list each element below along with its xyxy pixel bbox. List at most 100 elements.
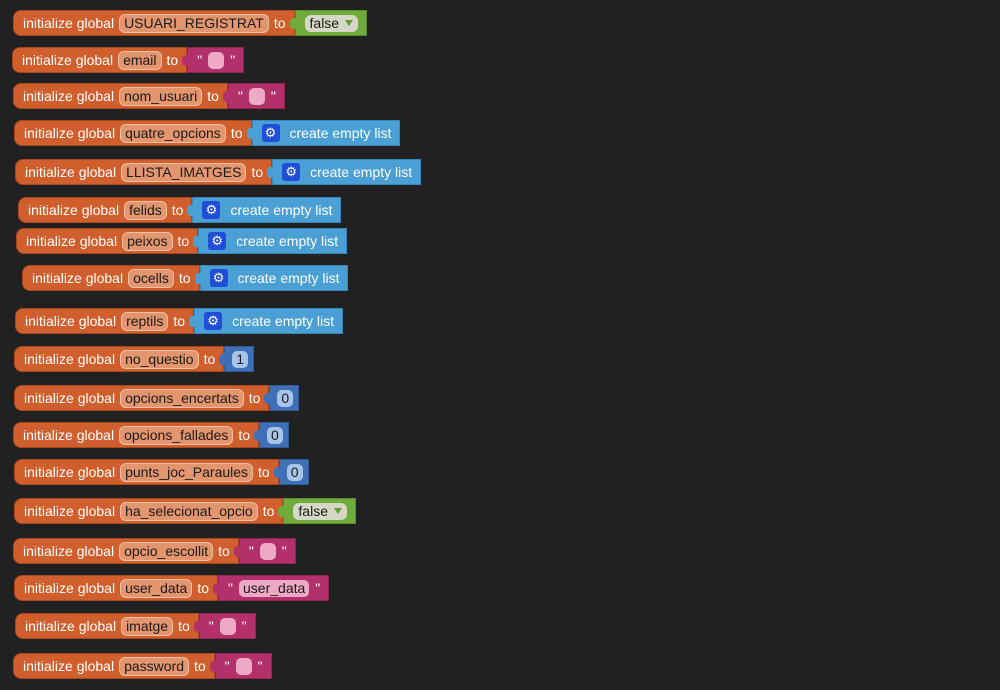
initialize-global-block[interactable]: initialize global reptils to ⚙ create empty … <box>15 308 344 334</box>
init-block-body[interactable]: initialize global email to <box>12 47 188 73</box>
create-empty-list-block[interactable]: ⚙ create empty list <box>194 265 349 291</box>
init-block-body[interactable]: initialize global felids to <box>18 197 193 223</box>
text-value-field[interactable]: user_data <box>239 579 310 597</box>
initialize-global-block[interactable]: initialize global USUARI_REGISTRAT to false <box>13 10 368 36</box>
text-value-field[interactable] <box>208 51 225 69</box>
initialize-global-block[interactable]: initialize global punts_joc_Paraules to 0 <box>14 459 309 485</box>
init-block-body[interactable]: initialize global quatre_opcions to <box>14 120 252 146</box>
variable-name-field[interactable]: reptils <box>121 311 169 331</box>
number-block[interactable]: 0 <box>264 385 300 411</box>
init-block-body[interactable]: initialize global password to <box>13 653 215 679</box>
initialize-global-block[interactable]: initialize global password to " " <box>13 653 272 679</box>
variable-name-field[interactable]: imatge <box>121 616 174 636</box>
init-block-body[interactable]: initialize global opcions_fallades to <box>13 422 260 448</box>
variable-name-field[interactable]: quatre_opcions <box>120 123 226 143</box>
text-block[interactable]: " " <box>222 83 285 109</box>
create-empty-list-block[interactable]: ⚙ create empty list <box>187 197 342 223</box>
initialize-global-block[interactable]: initialize global felids to ⚙ create empty l… <box>18 197 342 223</box>
variable-name-field[interactable]: opcions_fallades <box>119 425 234 445</box>
dropdown-arrow-icon[interactable] <box>333 508 342 514</box>
variable-name-field[interactable]: USUARI_REGISTRAT <box>119 13 269 33</box>
init-block-body[interactable]: initialize global peixos to <box>16 228 199 254</box>
gear-icon[interactable]: ⚙ <box>204 312 223 330</box>
variable-name-field[interactable]: peixos <box>122 231 173 251</box>
boolean-dropdown[interactable]: false <box>293 502 347 520</box>
text-block[interactable]: " user_data " <box>213 575 330 601</box>
text-value-field[interactable] <box>219 617 236 635</box>
number-block[interactable]: 1 <box>219 346 255 372</box>
number-value-field[interactable]: 0 <box>277 389 294 407</box>
boolean-block[interactable]: false <box>289 10 368 36</box>
initialize-global-block[interactable]: initialize global peixos to ⚙ create empty l… <box>16 228 348 254</box>
text-block[interactable]: " " <box>233 538 296 564</box>
text-value-field[interactable] <box>235 657 252 675</box>
create-empty-list-label: create empty list <box>310 164 413 180</box>
number-block[interactable]: 0 <box>273 459 309 485</box>
number-value-field[interactable]: 0 <box>267 426 283 444</box>
init-block-body[interactable]: initialize global punts_joc_Paraules to <box>14 459 279 485</box>
initialize-global-block[interactable]: initialize global opcions_encertats to 0 <box>14 385 300 411</box>
variable-name-field[interactable]: punts_joc_Paraules <box>120 462 254 482</box>
open-quote: " <box>197 52 203 68</box>
create-empty-list-block[interactable]: ⚙ create empty list <box>189 308 344 334</box>
create-empty-list-block[interactable]: ⚙ create empty list <box>246 120 401 146</box>
variable-name-field[interactable]: email <box>118 50 162 70</box>
create-empty-list-block[interactable]: ⚙ create empty list <box>193 228 348 254</box>
variable-name-field[interactable]: no_questio <box>120 349 199 369</box>
text-value-field[interactable] <box>248 87 265 105</box>
to-label: to <box>166 52 179 68</box>
init-block-body[interactable]: initialize global opcions_encertats to <box>14 385 270 411</box>
number-value-field[interactable]: 0 <box>286 463 303 481</box>
init-block-body[interactable]: initialize global LLISTA_IMATGES to <box>15 159 273 185</box>
create-empty-list-block[interactable]: ⚙ create empty list <box>267 159 422 185</box>
gear-icon[interactable]: ⚙ <box>261 124 280 142</box>
init-block-body[interactable]: initialize global ha_selecionat_opcio to <box>14 498 284 524</box>
initialize-global-block[interactable]: initialize global imatge to " " <box>15 613 256 639</box>
text-block[interactable]: " " <box>182 47 245 73</box>
init-block-body[interactable]: initialize global opcio_escollit to <box>13 538 239 564</box>
close-quote: " <box>257 658 263 674</box>
dropdown-arrow-icon[interactable] <box>345 20 354 26</box>
close-quote: " <box>230 52 236 68</box>
variable-name-field[interactable]: LLISTA_IMATGES <box>121 162 247 182</box>
number-value-field[interactable]: 1 <box>232 350 249 368</box>
initialize-global-block[interactable]: initialize global email to " " <box>12 47 245 73</box>
init-block-body[interactable]: initialize global nom_usuari to <box>13 83 228 109</box>
gear-icon[interactable]: ⚙ <box>209 269 228 287</box>
init-label: initialize global <box>25 618 117 634</box>
initialize-global-block[interactable]: initialize global no_questio to 1 <box>14 346 255 372</box>
variable-name-field[interactable]: password <box>119 656 189 676</box>
boolean-block[interactable]: false <box>278 498 356 524</box>
init-block-body[interactable]: initialize global reptils to <box>15 308 195 334</box>
initialize-global-block[interactable]: initialize global LLISTA_IMATGES to ⚙ create… <box>15 159 422 185</box>
init-block-body[interactable]: initialize global no_questio to <box>14 346 225 372</box>
initialize-global-block[interactable]: initialize global ha_selecionat_opcio to fa… <box>14 498 356 524</box>
initialize-global-block[interactable]: initialize global opcions_fallades to 0 <box>13 422 289 448</box>
variable-name-field[interactable]: ha_selecionat_opcio <box>120 501 258 521</box>
initialize-global-block[interactable]: initialize global opcio_escollit to " " <box>13 538 296 564</box>
init-block-body[interactable]: initialize global user_data to <box>14 575 219 601</box>
initialize-global-block[interactable]: initialize global nom_usuari to " " <box>13 83 285 109</box>
initialize-global-block[interactable]: initialize global user_data to " user_data " <box>14 575 330 601</box>
number-block[interactable]: 0 <box>254 422 289 448</box>
text-block[interactable]: " " <box>209 653 272 679</box>
gear-icon[interactable]: ⚙ <box>282 163 301 181</box>
text-block[interactable]: " " <box>193 613 256 639</box>
variable-name-field[interactable]: user_data <box>120 578 193 598</box>
variable-name-field[interactable]: opcions_encertats <box>120 388 244 408</box>
initialize-global-block[interactable]: initialize global quatre_opcions to ⚙ create… <box>14 120 401 146</box>
variable-name-field[interactable]: opcio_escollit <box>119 541 214 561</box>
init-block-body[interactable]: initialize global imatge to <box>15 613 199 639</box>
variable-name-field[interactable]: felids <box>124 200 167 220</box>
variable-name-field[interactable]: ocells <box>128 268 174 288</box>
init-block-body[interactable]: initialize global USUARI_REGISTRAT to <box>13 10 295 36</box>
gear-icon[interactable]: ⚙ <box>208 232 227 250</box>
variable-name-field[interactable]: nom_usuari <box>119 86 203 106</box>
boolean-dropdown[interactable]: false <box>304 14 359 32</box>
to-label: to <box>207 88 219 104</box>
text-value-field[interactable] <box>259 542 276 560</box>
init-label: initialize global <box>25 164 117 180</box>
initialize-global-block[interactable]: initialize global ocells to ⚙ create empty l… <box>22 265 349 291</box>
init-block-body[interactable]: initialize global ocells to <box>22 265 200 291</box>
gear-icon[interactable]: ⚙ <box>202 201 221 219</box>
